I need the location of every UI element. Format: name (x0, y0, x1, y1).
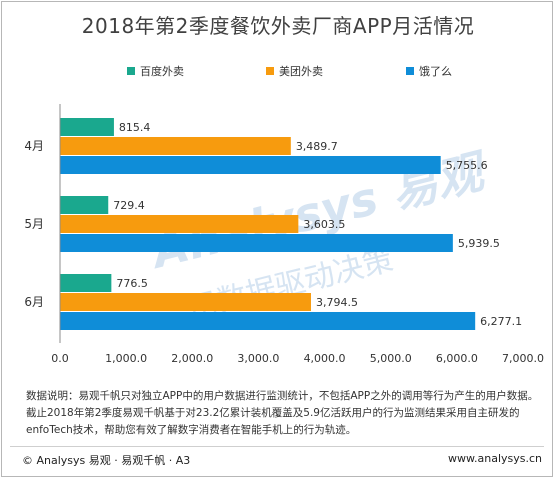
x-tick-label-2: 1,000.0 (105, 352, 147, 365)
bar-value-label-3-1: 776.5 (116, 277, 147, 290)
x-tick-label-3: 2,000.0 (171, 352, 213, 365)
footer-website: www.analysys.cn (448, 452, 542, 465)
footer-divider (10, 446, 544, 447)
notes-line-1: 数据说明：易观千帆只对独立APP中的用户数据进行监测统计，不包括APP之外的调用… (26, 390, 539, 402)
notes-line-2: 截止2018年第2季度易观千帆基于对23.2亿累计装机覆盖及5.9亿活跃用户的行… (26, 407, 520, 419)
bars: 4月 815.4 3,489.7 5,755.6 5月 729.4 3,603.5 5,939… (24, 118, 522, 330)
footer-copyright: © Analysys 易观 · 易观千帆 · A3 (22, 454, 191, 467)
legend-label-3: 饿了么 (419, 64, 452, 78)
x-tick-label-8: 7,000.0 (502, 352, 544, 365)
bar-value-label-2-1: 729.4 (113, 199, 145, 212)
legend-label-2: 美团外卖 (279, 65, 323, 78)
legend-swatch-2 (266, 67, 274, 75)
bar-value-label-2-2: 3,603.5 (303, 218, 345, 231)
legend-swatch-3 (406, 67, 414, 75)
bar-1-2 (60, 137, 291, 155)
category-label-1: 4月 (24, 139, 44, 153)
notes-line-3: enfoTech技术，帮助您有效了解数字消费者在智能手机上的行为轨迹。 (26, 424, 357, 436)
category-label-3: 6月 (24, 295, 44, 309)
category-label-2: 5月 (24, 217, 44, 231)
bar-2-1 (60, 196, 109, 214)
legend: 百度外卖 美团外卖 饿了么 (127, 64, 452, 78)
chart-title: 2018年第2季度餐饮外卖厂商APP月活情况 (81, 14, 475, 38)
bar-value-label-1-2: 3,489.7 (296, 140, 338, 153)
legend-label-1: 百度外卖 (140, 64, 184, 78)
data-notes: 数据说明：易观千帆只对独立APP中的用户数据进行监测统计，不包括APP之外的调用… (26, 388, 542, 439)
x-tick-label-4: 3,000.0 (237, 352, 279, 365)
axes: 0.0 1,000.0 2,000.0 3,000.0 4,000.0 5,000.0 6,… (51, 104, 544, 365)
bar-value-label-1-3: 5,755.6 (446, 159, 488, 172)
bar-3-3 (60, 312, 476, 330)
bar-value-label-2-3: 5,939.5 (458, 237, 500, 250)
bar-2-2 (60, 215, 299, 233)
bar-2-3 (60, 234, 453, 252)
bar-3-2 (60, 293, 311, 311)
x-tick-label-7: 6,000.0 (436, 352, 478, 365)
bar-value-label-1-1: 815.4 (119, 121, 151, 134)
bar-1-1 (60, 118, 114, 136)
bar-1-3 (60, 156, 441, 174)
x-tick-label-6: 5,000.0 (370, 352, 412, 365)
legend-swatch-1 (127, 67, 135, 75)
x-tick-label-5: 4,000.0 (304, 352, 346, 365)
bar-value-label-3-2: 3,794.5 (316, 296, 358, 309)
x-tick-label-1: 0.0 (51, 352, 69, 365)
bar-3-1 (60, 274, 112, 292)
bar-value-label-3-3: 6,277.1 (480, 315, 522, 328)
